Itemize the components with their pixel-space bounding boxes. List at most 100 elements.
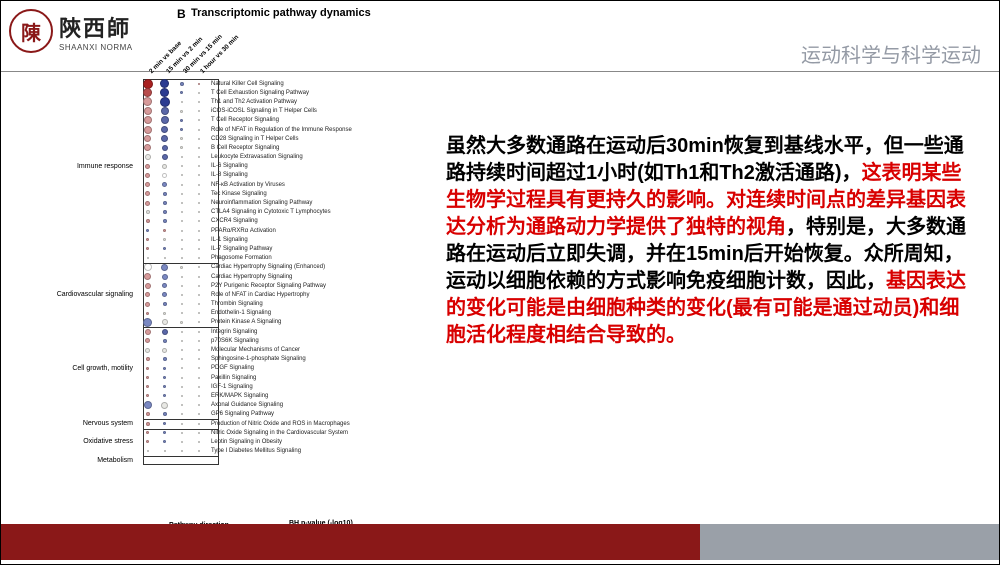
- dot-icon: [181, 404, 183, 406]
- pathway-name: iCOS-iCOSL Signaling in T Helper Cells: [207, 108, 317, 114]
- dot-icon: [162, 348, 167, 353]
- chart-row: ERK/MAPK Signaling: [9, 391, 439, 400]
- dot-icon: [163, 440, 166, 443]
- pathway-name: CD28 Signaling in T Helper Cells: [207, 136, 299, 142]
- dot-icon: [144, 107, 152, 115]
- dot-icon: [144, 116, 152, 124]
- dot-icon: [145, 292, 150, 297]
- dot-icon: [162, 292, 167, 297]
- chart-row: CXCR4 Signaling: [9, 217, 439, 226]
- dot-icon: [147, 450, 149, 452]
- dot-icon: [181, 239, 183, 241]
- dot-icon: [181, 165, 183, 167]
- chart-row: B Cell Receptor Signaling: [9, 143, 439, 152]
- dot-icon: [160, 88, 169, 97]
- pathway-name: Natural Killer Cell Signaling: [207, 81, 284, 87]
- dot-icon: [181, 156, 183, 158]
- pathway-name: Role of NFAT in Regulation of the Immune…: [207, 127, 352, 133]
- logo-en: SHAANXI NORMA: [59, 43, 133, 52]
- dot-icon: [146, 219, 150, 223]
- hsep: [143, 419, 219, 420]
- pathway-name: B Cell Receptor Signaling: [207, 145, 279, 151]
- hsep: [143, 263, 219, 264]
- pathway-name: P2Y Purigenic Receptor Signaling Pathway: [207, 283, 326, 289]
- chart-row: Th1 and Th2 Activation Pathway: [9, 97, 439, 106]
- dot-icon: [181, 441, 183, 443]
- pathway-name: IL-1 Signaling: [207, 237, 248, 243]
- chart-row: p70S6K Signaling: [9, 336, 439, 345]
- chart-row: Type I Diabetes Mellitus Signaling: [9, 447, 439, 456]
- dot-icon: [163, 238, 166, 241]
- dot-icon: [163, 376, 166, 379]
- dot-icon: [198, 156, 200, 158]
- dot-icon: [180, 321, 183, 324]
- pathway-name: ERK/MAPK Signaling: [207, 393, 268, 399]
- chart-row: PPARα/RXRα Activation: [9, 226, 439, 235]
- pathway-name: Thrombin Signaling: [207, 301, 263, 307]
- dot-icon: [181, 450, 183, 452]
- dot-icon: [181, 423, 183, 425]
- chart-row: IL-8 Signaling: [9, 171, 439, 180]
- dot-icon: [198, 349, 200, 351]
- dot-icon: [162, 319, 168, 325]
- chart-row: GP6 Signaling Pathway: [9, 410, 439, 419]
- pathway-name: GP6 Signaling Pathway: [207, 411, 274, 417]
- pathway-name: T Cell Exhaustion Signaling Pathway: [207, 90, 309, 96]
- logo: 陳 陝西師 SHAANXI NORMA: [9, 9, 133, 53]
- dot-icon: [163, 229, 166, 232]
- chart-row: Role of NFAT in Regulation of the Immune…: [9, 125, 439, 134]
- chart-area: B Transcriptomic pathway dynamics 2 min …: [9, 75, 439, 520]
- pathway-name: Type I Diabetes Mellitus Signaling: [207, 448, 301, 454]
- dot-icon: [163, 312, 166, 315]
- dot-icon: [163, 192, 167, 196]
- dot-icon: [163, 385, 166, 388]
- dot-icon: [163, 394, 166, 397]
- dot-icon: [181, 340, 183, 342]
- pathway-name: NF-κB Activation by Viruses: [207, 182, 285, 188]
- chart-row: Phagosome Formation: [9, 254, 439, 263]
- dot-icon: [181, 248, 183, 250]
- pathway-name: Neuroinflammation Signaling Pathway: [207, 200, 312, 206]
- dot-icon: [146, 422, 150, 426]
- dot-icon: [162, 154, 168, 160]
- dot-icon: [164, 450, 166, 452]
- dot-icon: [163, 302, 167, 306]
- footer: [1, 524, 999, 560]
- chart-row: Cardiac Hypertrophy Signaling (Enhanced): [9, 263, 439, 272]
- pathway-name: Paxillin Signaling: [207, 375, 256, 381]
- pathway-name: Role of NFAT in Cardiac Hypertrophy: [207, 292, 309, 298]
- dot-icon: [198, 340, 200, 342]
- dot-icon: [145, 164, 150, 169]
- dot-icon: [198, 423, 200, 425]
- header: 陳 陝西師 SHAANXI NORMA 运动科学与科学运动: [1, 1, 999, 71]
- chart-row: Immune responseIL-6 Signaling: [9, 162, 439, 171]
- pathway-name: PPARα/RXRα Activation: [207, 228, 276, 234]
- pathway-name: PDGF Signaling: [207, 365, 254, 371]
- dot-icon: [198, 220, 200, 222]
- category-label: Cardiovascular signaling: [9, 291, 139, 298]
- dot-icon: [143, 79, 153, 89]
- chart-row: Integrin Signaling: [9, 327, 439, 336]
- chart-row: T Cell Receptor Signaling: [9, 116, 439, 125]
- dot-icon: [145, 302, 150, 307]
- dot-icon: [181, 395, 183, 397]
- dot-icon: [181, 257, 183, 259]
- dot-icon: [181, 230, 183, 232]
- dot-icon: [198, 432, 200, 434]
- dot-icon: [163, 367, 166, 370]
- dot-icon: [161, 116, 169, 124]
- dot-icon: [181, 358, 183, 360]
- chart-row: CTLA4 Signaling in Cytotoxic T Lymphocyt…: [9, 208, 439, 217]
- dot-icon: [198, 239, 200, 241]
- dot-icon: [198, 129, 200, 131]
- category-label: Metabolism: [9, 457, 139, 464]
- dot-icon: [198, 331, 200, 333]
- dot-icon: [180, 128, 183, 131]
- dot-icon: [180, 110, 183, 113]
- dot-icon: [161, 402, 168, 409]
- dot-icon: [146, 247, 149, 250]
- dot-icon: [146, 312, 149, 315]
- dot-icon: [143, 97, 152, 106]
- dot-icon: [145, 283, 151, 289]
- pathway-name: Cardiac Hypertrophy Signaling: [207, 274, 292, 280]
